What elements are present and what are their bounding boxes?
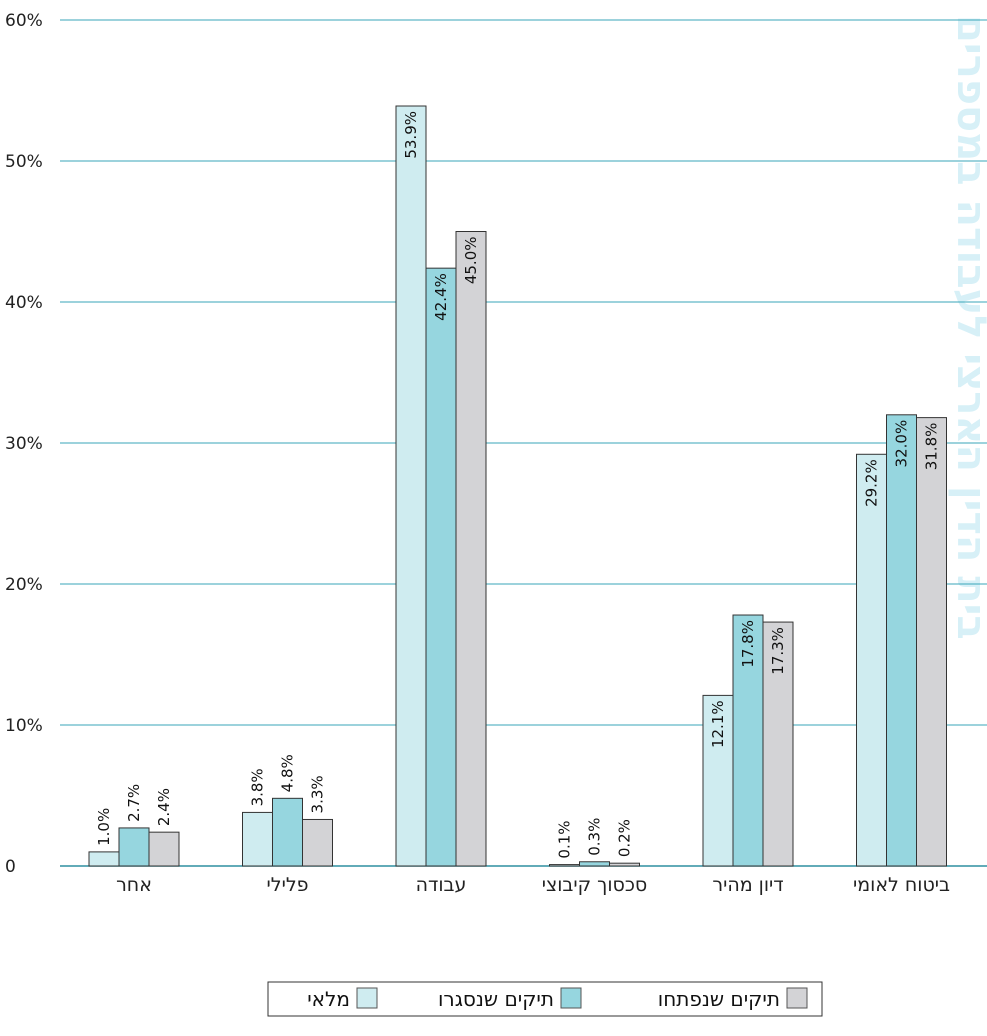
data-label: 53.9% [402,111,420,159]
legend-swatch [786,987,808,1009]
bar [242,811,273,867]
bar [549,864,580,867]
x-tick-label: ביטוח לאומי [853,874,950,896]
data-label: 17.8% [739,620,757,668]
data-label: 0.1% [556,820,574,858]
legend-label: תיקים שנפתחו [658,987,780,1011]
bar [886,414,917,867]
data-label: 32.0% [893,420,911,468]
legend-label: תיקים שנסגרו [438,987,554,1011]
data-label: 2.7% [125,784,143,822]
legend: מלאי תיקים שנסגרו תיקים שנפתחו [267,981,823,1017]
bar [762,621,794,867]
x-tick-label: עבודה [416,874,467,896]
bar [88,851,120,867]
side-watermark-text: בית הדין הארצי לעבודה במספרים [948,15,987,640]
bar [916,417,947,867]
y-tick-label: 30% [5,434,43,454]
y-tick-label: 20% [5,575,43,595]
bar [118,827,150,867]
data-label: 1.0% [95,808,113,846]
x-tick-label: דיון מהיר [712,874,783,896]
y-tick-label: 10% [5,716,43,736]
bar [302,818,333,867]
bar [455,231,487,867]
legend-swatch [356,987,378,1009]
data-label: 2.4% [155,788,173,826]
y-tick-label: 0 [5,857,16,877]
data-label: 17.3% [769,627,787,675]
data-label: 45.0% [462,237,480,285]
bar [732,614,764,867]
y-tick-label: 60% [5,11,43,31]
bar [856,453,887,867]
data-label: 29.2% [863,459,881,507]
data-label: 0.2% [616,819,634,857]
data-label: 0.3% [586,818,604,856]
bar [148,831,180,867]
bar [609,862,640,867]
legend-swatch [560,987,582,1009]
x-tick-label: פלילי [267,874,309,896]
bar [579,861,610,867]
y-tick-label: 50% [5,152,43,172]
data-label: 3.3% [309,775,327,813]
legend-label: מלאי [307,987,350,1011]
data-label: 4.8% [279,754,297,792]
y-tick-label: 40% [5,293,43,313]
data-label: 12.1% [709,700,727,748]
data-label: 42.4% [432,273,450,321]
x-tick-label: סכסוך קיבוצי [542,874,648,896]
data-label: 3.8% [249,768,267,806]
bar [702,694,734,867]
bar [395,105,427,867]
bar [425,267,457,867]
data-label: 31.8% [923,423,941,471]
bar [272,797,303,867]
x-tick-label: אחר [116,874,152,896]
